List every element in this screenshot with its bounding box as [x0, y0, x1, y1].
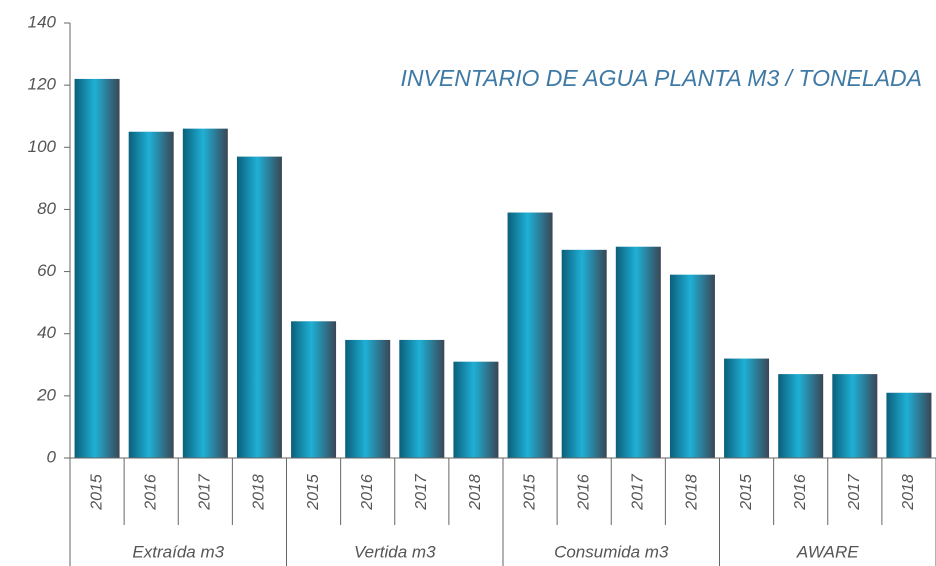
x-tick-label: 2016: [142, 474, 159, 511]
x-tick-label: 2017: [197, 473, 214, 511]
bar: [74, 78, 120, 458]
bar: [182, 128, 228, 458]
bar: [128, 131, 174, 458]
x-tick-label: 2017: [413, 473, 430, 511]
x-tick-label: 2017: [846, 473, 863, 511]
x-tick-label: 2018: [900, 474, 917, 511]
x-tick-label: 2016: [575, 474, 592, 511]
x-tick-label: 2016: [792, 474, 809, 511]
group-label: AWARE: [796, 542, 859, 561]
y-tick-label: 120: [28, 75, 57, 94]
x-tick-label: 2018: [684, 474, 701, 511]
y-tick-label: 0: [47, 447, 57, 466]
y-tick-label: 20: [36, 385, 56, 404]
y-tick-label: 100: [28, 137, 57, 156]
x-tick-label: 2015: [305, 474, 322, 511]
x-tick-label: 2015: [738, 474, 755, 511]
x-tick-label: 2018: [467, 474, 484, 511]
bar: [669, 274, 715, 458]
y-tick-label: 40: [37, 323, 56, 342]
x-tick-label: 2017: [630, 473, 647, 511]
chart-title: INVENTARIO DE AGUA PLANTA M3 / TONELADA: [401, 65, 922, 91]
bar: [291, 321, 337, 458]
x-tick-label: 2015: [521, 474, 538, 511]
x-tick-label: 2015: [88, 474, 105, 511]
y-tick-label: 80: [37, 199, 56, 218]
bar: [832, 374, 878, 458]
bar: [615, 246, 661, 458]
group-label: Vertida m3: [354, 542, 436, 561]
bar: [561, 249, 607, 458]
bar: [399, 339, 445, 458]
bar: [453, 361, 499, 458]
group-label: Consumida m3: [554, 542, 669, 561]
bar: [345, 339, 391, 458]
bar: [507, 212, 553, 458]
bar: [778, 374, 824, 458]
x-tick-label: 2018: [251, 474, 268, 511]
bar: [724, 358, 770, 458]
y-tick-label: 60: [37, 261, 56, 280]
x-tick-label: 2016: [359, 474, 376, 511]
group-label: Extraída m3: [132, 542, 224, 561]
y-tick-label: 140: [28, 12, 57, 31]
bar: [886, 392, 932, 458]
bar: [236, 156, 282, 458]
